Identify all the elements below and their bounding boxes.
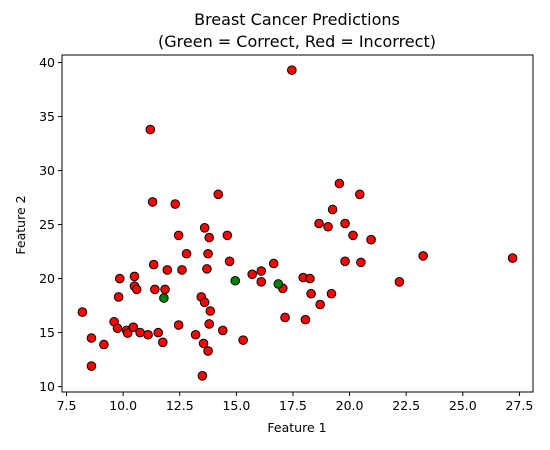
incorrect-prediction-point — [197, 370, 208, 381]
incorrect-prediction-point — [256, 266, 267, 276]
x-tick-label: 27.5 — [505, 398, 533, 413]
incorrect-prediction-point — [287, 65, 297, 75]
incorrect-prediction-point — [143, 329, 153, 340]
incorrect-prediction-point — [199, 297, 210, 308]
x-tick-label: 15.0 — [222, 398, 250, 413]
y-tick-label: 40 — [39, 55, 55, 70]
incorrect-prediction-point — [160, 284, 170, 295]
incorrect-prediction-point — [153, 327, 164, 338]
incorrect-prediction-point — [204, 232, 214, 243]
incorrect-prediction-point — [86, 361, 97, 371]
incorrect-prediction-point — [224, 256, 235, 267]
incorrect-prediction-point — [170, 199, 181, 209]
chart-title-line2: (Green = Correct, Red = Incorrect) — [158, 32, 436, 51]
incorrect-prediction-point — [268, 258, 279, 269]
incorrect-prediction-point — [213, 189, 224, 200]
incorrect-prediction-point — [77, 307, 88, 317]
incorrect-prediction-point — [198, 338, 209, 349]
incorrect-prediction-point — [306, 288, 316, 299]
y-tick-label: 35 — [39, 109, 55, 124]
incorrect-prediction-point — [86, 333, 97, 343]
x-axis-label: Feature 1 — [267, 420, 326, 435]
x-tick-label: 17.5 — [279, 398, 307, 413]
incorrect-prediction-point — [145, 124, 156, 135]
incorrect-prediction-point — [173, 320, 184, 330]
axis-ticks: 7.5 10.0 12.5 15.0 17.5 20.0 22.5 25.0 27.5 10 15 2… — [39, 55, 533, 413]
incorrect-prediction-point — [238, 335, 248, 345]
incorrect-prediction-point — [222, 230, 233, 241]
incorrect-prediction-point — [128, 322, 139, 332]
y-axis-label: Feature 2 — [13, 195, 28, 254]
incorrect-prediction-point — [280, 312, 290, 323]
y-tick-label: 25 — [39, 217, 55, 232]
correct-prediction-point — [230, 275, 241, 286]
incorrect-prediction-point — [147, 197, 158, 207]
incorrect-prediction-point — [366, 234, 376, 245]
incorrect-prediction-point — [323, 221, 333, 232]
incorrect-prediction-point — [177, 265, 187, 275]
incorrect-prediction-point — [150, 284, 160, 295]
incorrect-prediction-point — [300, 314, 311, 325]
x-tick-label: 10.0 — [109, 398, 137, 413]
incorrect-prediction-point — [181, 248, 192, 259]
incorrect-prediction-point — [348, 230, 358, 241]
incorrect-prediction-point — [112, 323, 123, 334]
y-tick-label: 20 — [39, 271, 55, 286]
incorrect-prediction-point — [340, 256, 350, 267]
incorrect-prediction-point — [340, 218, 350, 229]
incorrect-prediction-point — [305, 273, 315, 284]
x-tick-label: 12.5 — [166, 398, 194, 413]
incorrect-prediction-point — [256, 277, 267, 287]
x-tick-label: 7.5 — [57, 398, 77, 413]
incorrect-prediction-point — [162, 265, 173, 275]
data-points — [77, 65, 518, 381]
incorrect-prediction-point — [327, 204, 338, 215]
incorrect-prediction-point — [314, 218, 324, 229]
incorrect-prediction-point — [148, 259, 159, 270]
chart-title-line1: Breast Cancer Predictions — [194, 10, 400, 29]
incorrect-prediction-point — [394, 277, 405, 287]
incorrect-prediction-point — [356, 257, 366, 268]
x-tick-label: 25.0 — [449, 398, 477, 413]
incorrect-prediction-point — [217, 325, 228, 336]
incorrect-prediction-point — [247, 269, 258, 280]
y-tick-label: 15 — [39, 325, 55, 340]
incorrect-prediction-point — [203, 248, 213, 259]
x-tick-label: 20.0 — [336, 398, 364, 413]
incorrect-prediction-point — [122, 328, 133, 338]
correct-prediction-point — [159, 293, 169, 303]
incorrect-prediction-point — [135, 327, 145, 338]
y-tick-label: 10 — [39, 379, 55, 394]
incorrect-prediction-point — [173, 230, 184, 241]
incorrect-prediction-point — [315, 299, 325, 310]
incorrect-prediction-point — [418, 251, 428, 261]
incorrect-prediction-point — [113, 292, 124, 302]
incorrect-prediction-point — [326, 288, 337, 299]
incorrect-prediction-point — [131, 284, 142, 295]
incorrect-prediction-point — [114, 273, 125, 284]
incorrect-prediction-point — [190, 329, 201, 340]
incorrect-prediction-point — [507, 253, 518, 263]
incorrect-prediction-point — [205, 306, 216, 316]
y-tick-label: 30 — [39, 163, 55, 178]
incorrect-prediction-point — [202, 264, 212, 274]
incorrect-prediction-point — [203, 346, 213, 356]
incorrect-prediction-point — [199, 223, 210, 233]
plot-area-frame — [61, 54, 534, 393]
incorrect-prediction-point — [354, 189, 365, 200]
correct-prediction-point — [273, 279, 284, 289]
x-tick-label: 22.5 — [392, 398, 420, 413]
incorrect-prediction-point — [157, 337, 168, 348]
incorrect-prediction-point — [334, 178, 345, 189]
incorrect-prediction-point — [204, 319, 214, 329]
incorrect-prediction-point — [99, 339, 109, 350]
incorrect-prediction-point — [129, 271, 140, 282]
